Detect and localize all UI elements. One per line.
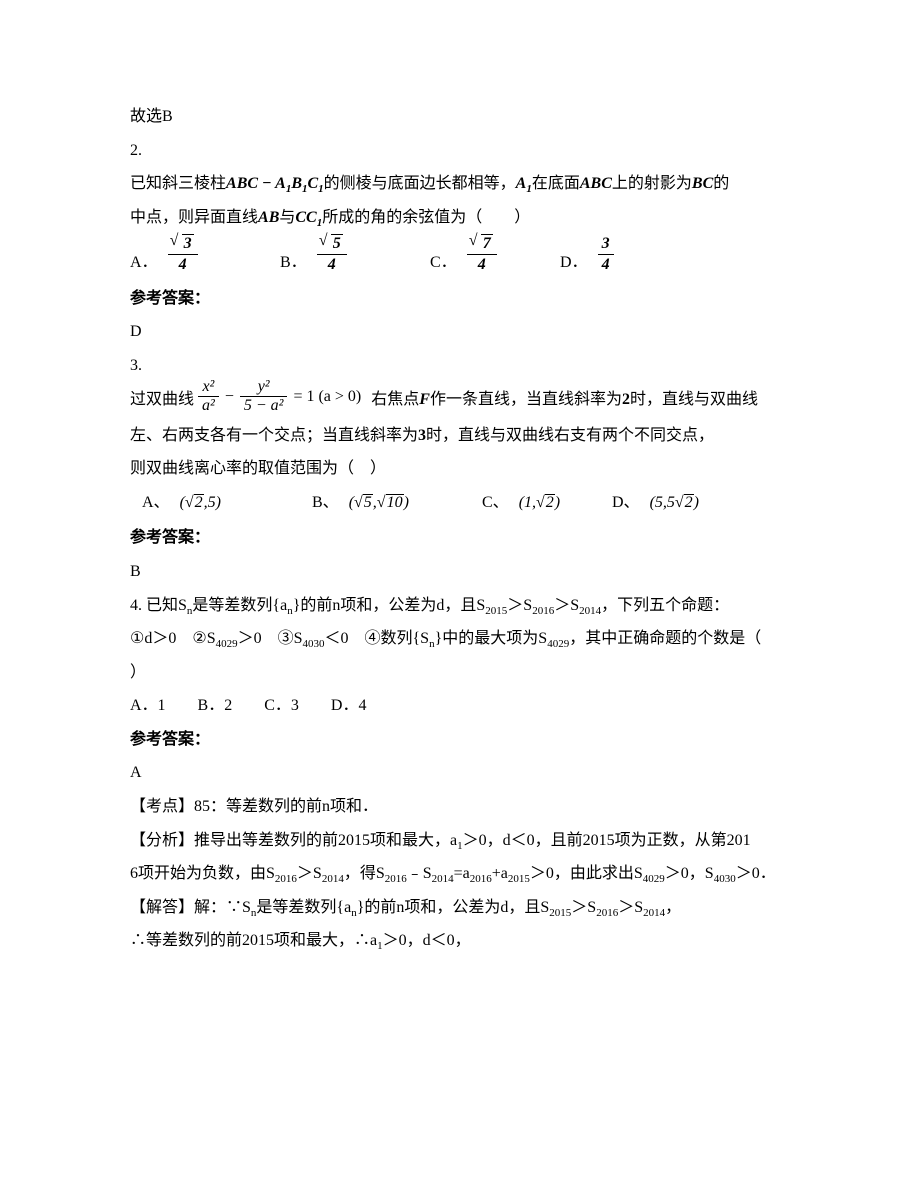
q4-line2: ①d＞0 ②S4029＞0 ③S4030＜0 ④数列{Sn}中的最大项为S402… — [130, 622, 790, 656]
q2-expr-4: BC — [692, 175, 713, 192]
choice-label: B． — [280, 246, 307, 280]
choice-label: C． — [430, 246, 457, 280]
q4-line1: 4. 已知Sn是等差数列{an}的前n项和，公差为d，且S2015＞S2016＞… — [130, 589, 790, 623]
q4-exam-point: 【考点】85：等差数列的前n项和． — [130, 790, 790, 824]
q2-expr-2: A1 — [516, 175, 532, 192]
q2-text-5-part1: 的 — [713, 175, 729, 192]
q3-rest-a: 右焦点 — [371, 391, 419, 408]
q3-choices: A、 (√2,5) B、 (√5,√10) C、 (1,√2) D、 (5,5√… — [130, 486, 790, 520]
choice-label: C、 — [482, 486, 509, 520]
q3-number: 3. — [130, 349, 790, 383]
q3-k2: 3 — [418, 427, 426, 444]
q3-line2-b: 时，直线与双曲线右支有两个不同交点， — [426, 427, 714, 444]
q3-choice-d: D、 (5,5√2) — [612, 486, 699, 520]
q4-answer-heading: 参考答案： — [130, 723, 790, 757]
q4-solve1: 【解答】解：∵Sn是等差数列{an}的前n项和，公差为d，且S2015＞S201… — [130, 891, 790, 925]
interval: (√5,√10) — [349, 486, 409, 520]
q3-k1: 2 — [622, 391, 630, 408]
fraction: 7 4 — [467, 234, 497, 273]
q2-choice-a: A． 3 4 — [130, 240, 280, 279]
q3-answer: B — [130, 555, 790, 589]
q2-text-3: 在底面 — [532, 175, 580, 192]
hyperbola-formula: x²a² − y²5 − a² = 1 (a > 0) — [198, 378, 367, 414]
q2-expr-3: ABC — [580, 175, 612, 192]
q3-line1: 过双曲线 x²a² − y²5 − a² = 1 (a > 0) 右焦点F作一条… — [130, 382, 790, 418]
choice-label: B、 — [312, 486, 339, 520]
interval: (5,5√2) — [650, 486, 699, 520]
q2-text-6: 与 — [279, 209, 295, 226]
q3-choice-c: C、 (1,√2) — [482, 486, 612, 520]
q4-analysis1: 【分析】推导出等差数列的前2015项和最大，a1＞0，d＜0，且前2015项为正… — [130, 824, 790, 858]
interval: (√2,5) — [180, 486, 221, 520]
q2-text-1: 已知斜三棱柱 — [130, 175, 226, 192]
q3-choice-b: B、 (√5,√10) — [312, 486, 482, 520]
q2-choice-b: B． 5 4 — [280, 240, 430, 279]
q2-text-2: 的侧棱与底面边长都相等， — [324, 175, 516, 192]
q4-solve2: ∴等差数列的前2015项和最大，∴a1＞0，d＜0， — [130, 924, 790, 958]
q3-pre: 过双曲线 — [130, 391, 194, 408]
q2-expr-6: CC1 — [295, 209, 322, 226]
fraction: 3 4 — [598, 235, 614, 273]
q4-choices: A．1 B．2 C．3 D．4 — [130, 689, 790, 723]
q2-expr-5: AB — [258, 209, 279, 226]
q3-line2: 左、右两支各有一个交点；当直线斜率为3时，直线与双曲线右支有两个不同交点， — [130, 419, 790, 453]
sqrt-icon: 7 — [471, 234, 493, 253]
fraction: 5 4 — [317, 234, 347, 273]
q2-expr-1: ABC − A1B1C1 — [226, 175, 324, 192]
q2-text-4: 上的射影为 — [612, 175, 692, 192]
q3-focus: F — [419, 391, 430, 408]
interval: (1,√2) — [519, 486, 560, 520]
q3-answer-heading: 参考答案： — [130, 521, 790, 555]
fraction: 3 4 — [168, 234, 198, 273]
q3-rest-c: 时，直线与双曲线 — [630, 391, 758, 408]
previous-answer: 故选B — [130, 100, 790, 134]
q3-line3: 则双曲线离心率的取值范围为（ ） — [130, 452, 790, 486]
q2-stem-line2: 中点，则异面直线AB与CC1所成的角的余弦值为（ ） — [130, 201, 790, 235]
q3-line2-a: 左、右两支各有一个交点；当直线斜率为 — [130, 427, 418, 444]
q2-text-7: 所成的角的余弦值为（ ） — [322, 209, 530, 226]
q2-choice-d: D． 3 4 — [560, 241, 614, 279]
choice-label: A、 — [142, 486, 170, 520]
q2-text-5-part2: 中点，则异面直线 — [130, 209, 258, 226]
document-page: 故选B 2. 已知斜三棱柱ABC − A1B1C1的侧棱与底面边长都相等，A1在… — [0, 0, 920, 1191]
q3-rest-b: 作一条直线，当直线斜率为 — [430, 391, 622, 408]
choice-label: D． — [560, 246, 588, 280]
q4-analysis2: 6项开始为负数，由S2016＞S2014，得S2016﹣S2014=a2016+… — [130, 857, 790, 891]
q4-line3: ） — [130, 656, 790, 690]
choice-label: D、 — [612, 486, 640, 520]
q2-answer: D — [130, 315, 790, 349]
q2-answer-heading: 参考答案： — [130, 282, 790, 316]
sqrt-icon: 3 — [172, 234, 194, 253]
q4-answer: A — [130, 756, 790, 790]
q2-choices: A． 3 4 B． 5 4 C． 7 4 D． 3 4 — [130, 240, 790, 279]
q2-number: 2. — [130, 134, 790, 168]
q2-choice-c: C． 7 4 — [430, 240, 560, 279]
q3-choice-a: A、 (√2,5) — [130, 486, 312, 520]
choice-label: A． — [130, 246, 158, 280]
q2-stem: 已知斜三棱柱ABC − A1B1C1的侧棱与底面边长都相等，A1在底面ABC上的… — [130, 167, 790, 201]
sqrt-icon: 5 — [321, 234, 343, 253]
